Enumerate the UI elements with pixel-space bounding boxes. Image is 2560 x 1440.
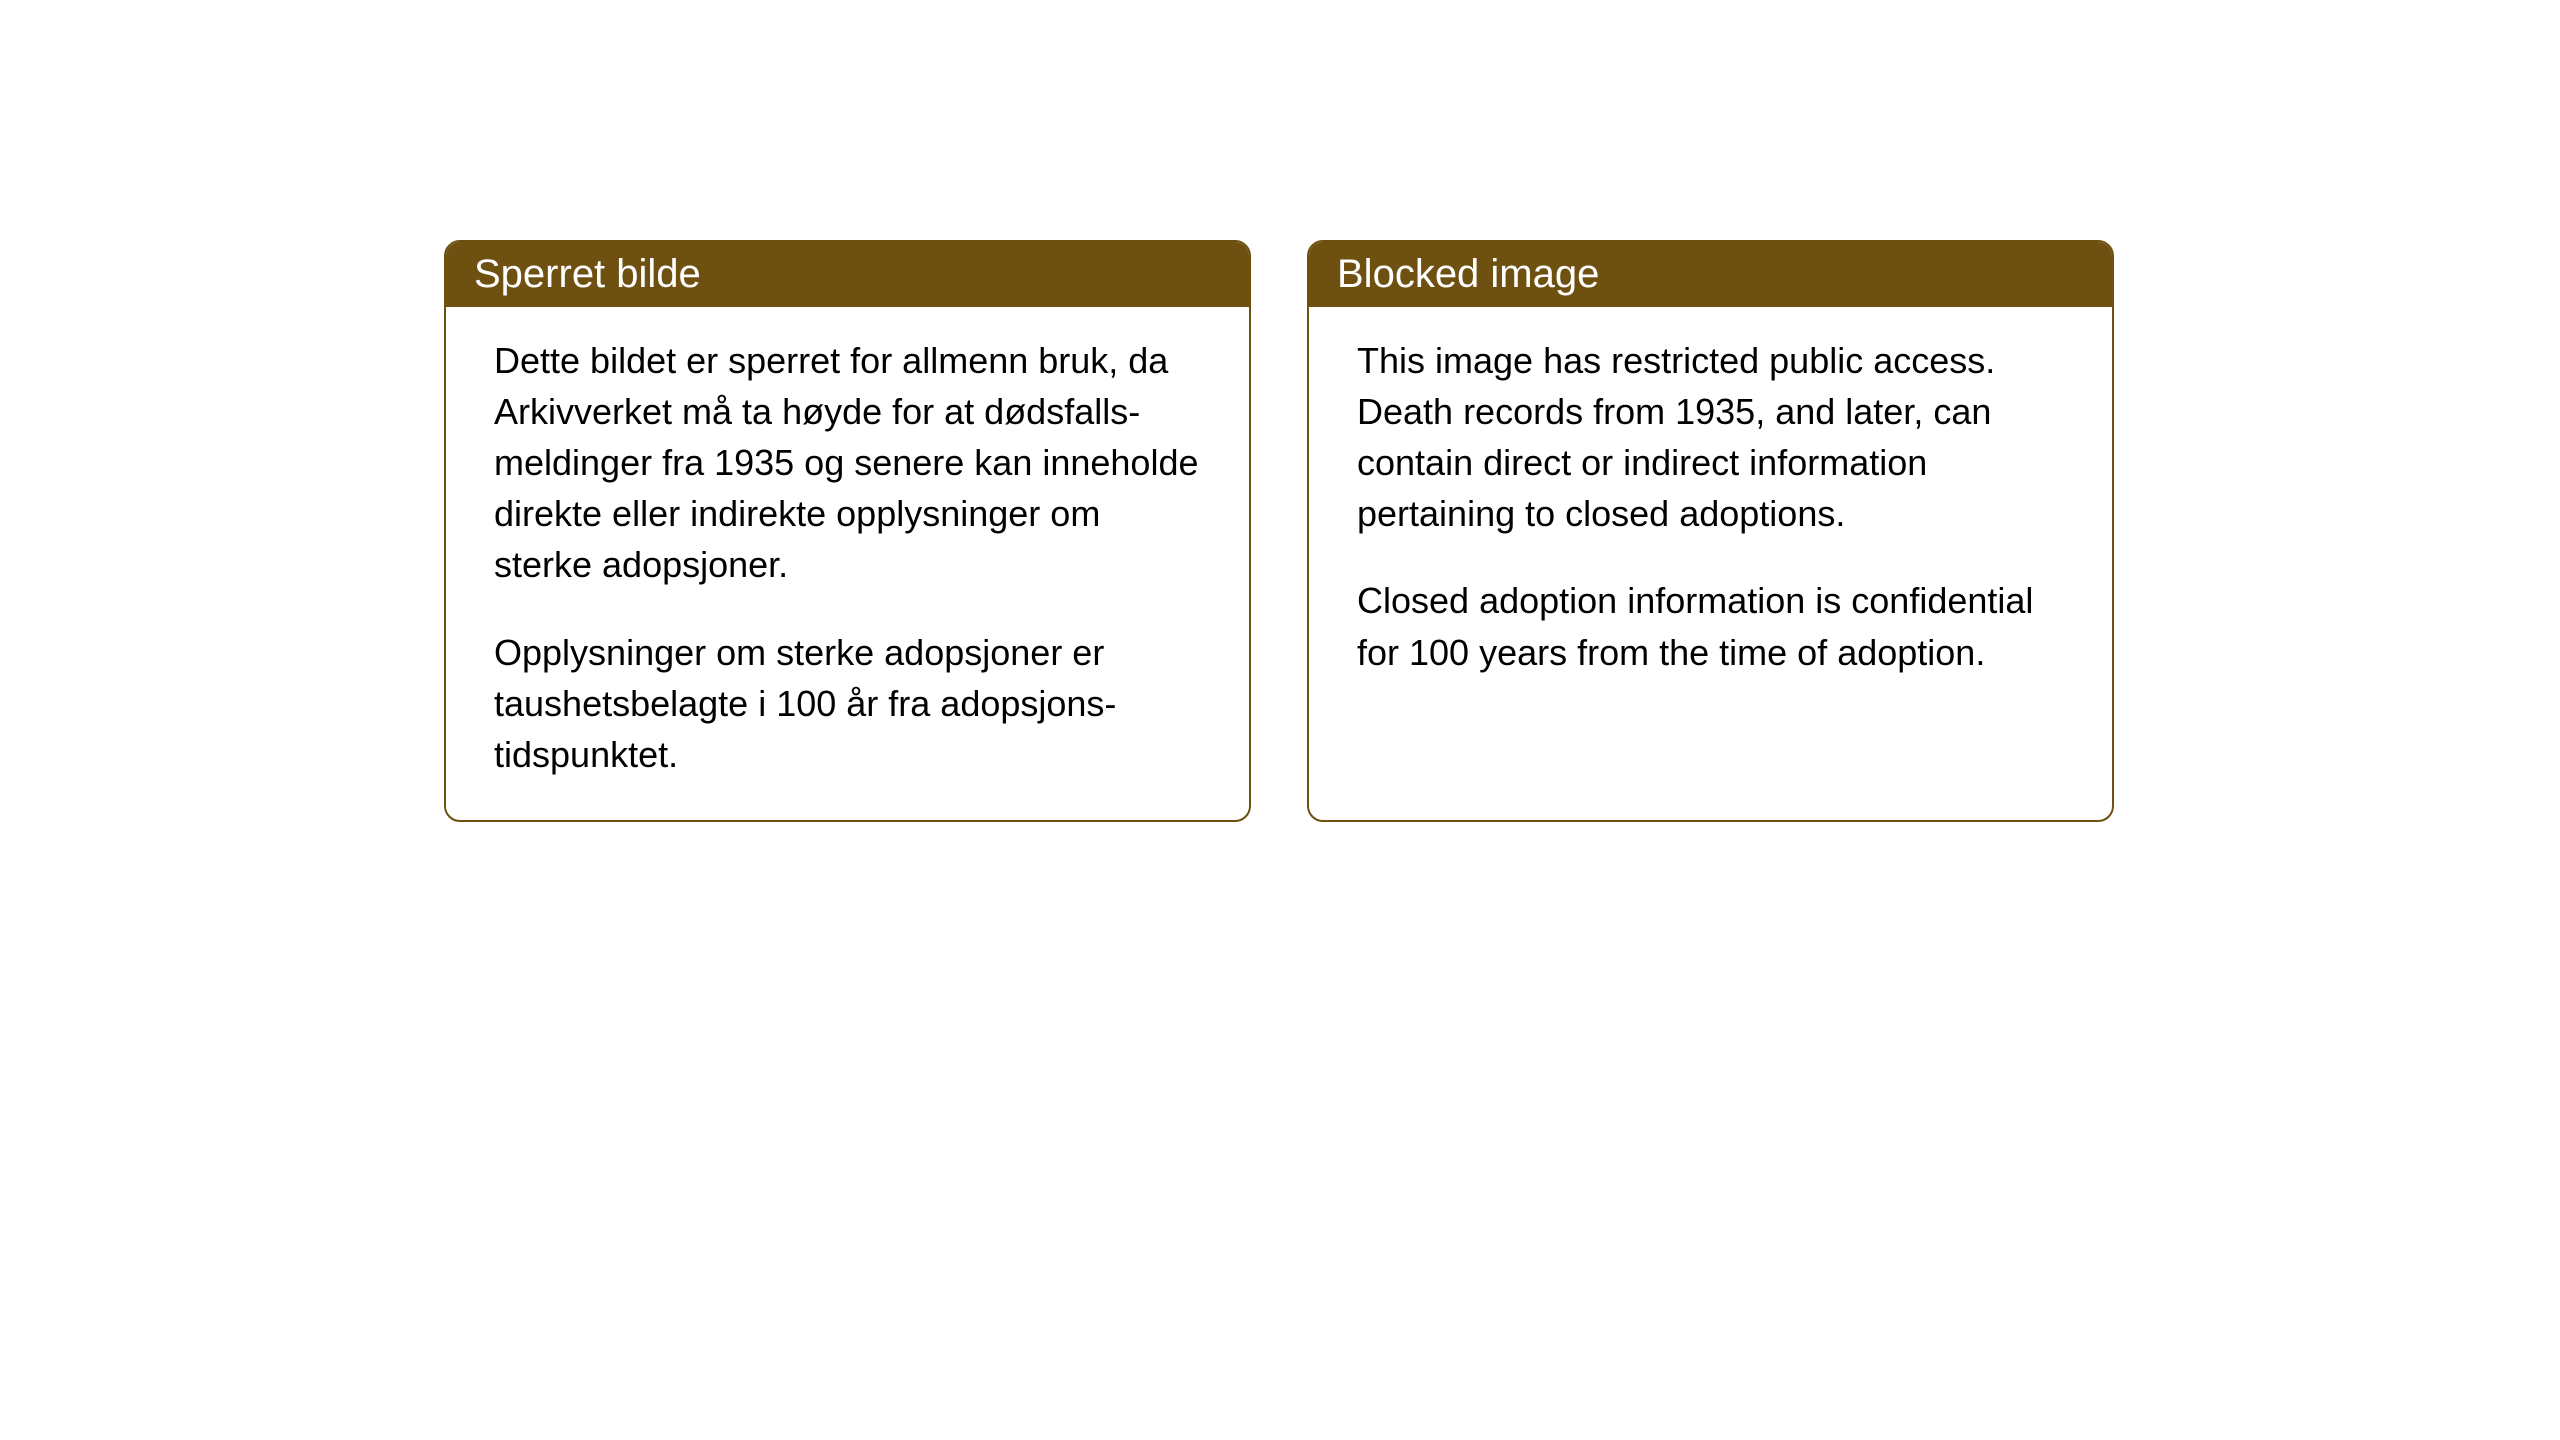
card-english: Blocked image This image has restricted … — [1307, 240, 2114, 822]
card-body-norwegian: Dette bildet er sperret for allmenn bruk… — [446, 307, 1249, 820]
cards-container: Sperret bilde Dette bildet er sperret fo… — [444, 240, 2114, 822]
card-header-english: Blocked image — [1309, 242, 2112, 307]
card-title-english: Blocked image — [1337, 252, 1599, 296]
card-header-norwegian: Sperret bilde — [446, 242, 1249, 307]
card-paragraph-2-norwegian: Opplysninger om sterke adopsjoner er tau… — [494, 627, 1201, 780]
card-paragraph-1-english: This image has restricted public access.… — [1357, 335, 2064, 539]
card-paragraph-1-norwegian: Dette bildet er sperret for allmenn bruk… — [494, 335, 1201, 591]
card-title-norwegian: Sperret bilde — [474, 252, 701, 296]
card-paragraph-2-english: Closed adoption information is confident… — [1357, 575, 2064, 677]
card-norwegian: Sperret bilde Dette bildet er sperret fo… — [444, 240, 1251, 822]
card-body-english: This image has restricted public access.… — [1309, 307, 2112, 718]
